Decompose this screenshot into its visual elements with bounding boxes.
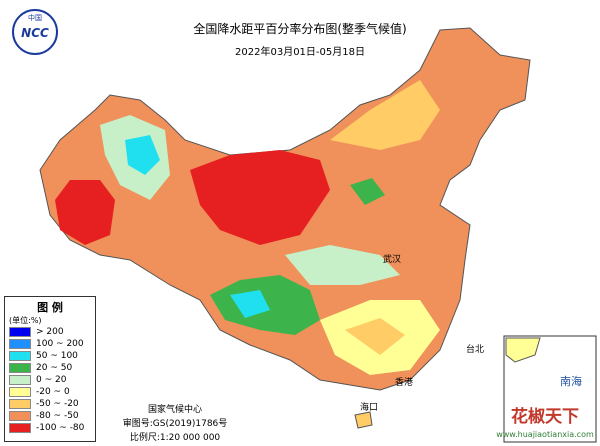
title: 全国降水距平百分率分布图(整季气候值) [193,21,406,36]
inset-land [505,337,541,363]
legend-unit: (单位:%) [9,316,42,325]
city-label: 武汉 [383,253,401,265]
wet-central [285,245,400,285]
wet-southwest-core [230,290,270,318]
legend-rows: > 200 100 ~ 200 50 ~ 100 20 ~ 50 0 ~ 20 -20 ~… [9,326,91,434]
legend-swatch [9,375,31,385]
legend-label: 20 ~ 50 [36,363,73,373]
footer-org: 国家气候中心 [148,403,202,415]
legend-item: 20 ~ 50 [9,362,91,374]
subtitle: 2022年03月01日-05月18日 [235,45,365,58]
logo-top: 中国 [28,13,42,22]
legend-label: 100 ~ 200 [36,339,84,349]
legend-label: -20 ~ 0 [36,387,70,397]
city-label: 海口 [360,401,378,413]
legend-item: -50 ~ -20 [9,398,91,410]
legend-item: > 200 [9,326,91,338]
watermark-url: www.huajiaotianxia.com [496,430,594,439]
legend-title: 图 例 [37,301,63,314]
legend-swatch [9,411,31,421]
dry-west [55,180,115,245]
legend-item: 50 ~ 100 [9,350,91,362]
dry-north [330,80,440,150]
legend-label: -100 ~ -80 [36,423,85,433]
legend-swatch [9,363,31,373]
legend-label: 50 ~ 100 [36,351,78,361]
footer-scale: 比例尺:1:20 000 000 [130,431,221,443]
city-label: 台北 [466,343,484,355]
legend-item: -100 ~ -80 [9,422,91,434]
legend-swatch [9,399,31,409]
legend-label: 0 ~ 20 [36,375,67,385]
legend-swatch [9,423,31,433]
legend-item: -80 ~ -50 [9,410,91,422]
dry-south-core [345,318,405,355]
legend-item: 100 ~ 200 [9,338,91,350]
legend-label: -50 ~ -20 [36,399,79,409]
legend-label: -80 ~ -50 [36,411,79,421]
inset-label: 南海 [560,374,582,388]
logo-circle [12,9,58,55]
wet-beijing [350,178,385,205]
legend-item: 0 ~ 20 [9,374,91,386]
legend-swatch [9,339,31,349]
city-label: 香港 [395,376,413,388]
dry-center [190,150,330,245]
logo-mark: NCC [21,26,49,40]
legend-swatch [9,351,31,361]
hainan [354,411,373,429]
legend-item: -20 ~ 0 [9,386,91,398]
footer-review: 审图号:GS(2019)1786号 [123,417,228,429]
legend-swatch [9,387,31,397]
legend-label: > 200 [36,327,64,337]
legend: 图 例 (单位:%) > 200 100 ~ 200 50 ~ 100 20 ~ 50… [4,296,96,442]
legend-swatch [9,327,31,337]
wet-xinjiang-core [125,135,160,175]
watermark-name: 花椒天下 [511,406,579,427]
